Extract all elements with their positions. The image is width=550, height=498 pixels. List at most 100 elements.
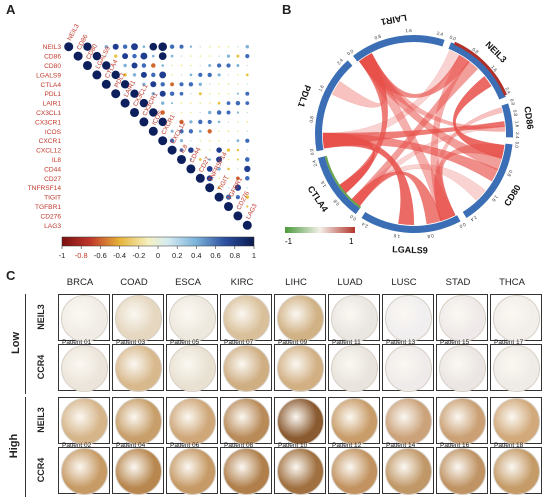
corr-cell (169, 138, 175, 143)
corr-cell (158, 42, 167, 51)
corr-cell (236, 139, 240, 143)
corr-cell (180, 102, 183, 104)
corr-cell (104, 44, 109, 49)
ring-segment (448, 42, 506, 100)
patient-label: Patient 10 (278, 442, 308, 449)
corr-cell (236, 158, 239, 161)
corr-cell (208, 149, 211, 151)
corr-cell (124, 92, 126, 95)
corr-cell (179, 148, 184, 152)
cancer-label: COAD (120, 277, 148, 288)
corr-cell (120, 80, 130, 89)
corr-cell (105, 74, 108, 76)
tissue-core (439, 448, 486, 495)
tissue-core (385, 345, 432, 392)
corr-cell (227, 139, 230, 142)
tissue-core (385, 295, 432, 342)
svg-text:0.0: 0.0 (458, 222, 466, 230)
patient-label: Patient 05 (170, 339, 200, 346)
corr-cell (161, 64, 165, 67)
ihc-tile (220, 294, 272, 342)
corr-cell (158, 52, 167, 60)
ihc-gene-label: NEIL3 (36, 407, 46, 433)
corr-cell (171, 64, 173, 67)
group-bracket (25, 294, 26, 394)
tissue-core (277, 295, 324, 342)
corr-cell (151, 54, 155, 58)
panel-b-letter: B (282, 2, 292, 17)
ihc-tile (382, 344, 434, 392)
corr-cell (199, 45, 202, 48)
colorbar-tick: -0.6 (94, 251, 107, 260)
svg-text:0.8: 0.8 (506, 169, 513, 177)
corr-cell (195, 173, 205, 183)
corr-cell (227, 92, 230, 95)
corr-cell (160, 110, 165, 115)
corr-cell (140, 52, 148, 60)
corr-cell (171, 121, 173, 123)
corr-cell (151, 91, 156, 96)
corr-cell (96, 45, 98, 48)
corr-cell (83, 42, 92, 51)
colorbar-tick: 1 (252, 251, 256, 260)
diag-label: NEIL3 (66, 23, 81, 42)
corr-cell (143, 92, 145, 95)
ihc-tile (328, 397, 380, 445)
ihc-tile (490, 344, 542, 392)
ihc-tile (436, 397, 488, 445)
ihc-gene-label: NEIL3 (36, 304, 46, 330)
row-label: CD44 (44, 166, 61, 173)
cancer-label: STAD (445, 277, 471, 288)
ihc-tile (328, 344, 380, 392)
svg-text:0.0: 0.0 (449, 35, 457, 42)
corr-cell (179, 82, 184, 87)
patient-label: Patient 16 (440, 442, 470, 449)
corr-cell (206, 166, 213, 172)
svg-text:0.8: 0.8 (332, 198, 340, 206)
corr-cell (141, 63, 147, 68)
row-label: TGFBR1 (35, 204, 61, 211)
corr-cell (149, 108, 158, 117)
ihc-tile (58, 344, 110, 392)
corr-cell (218, 45, 220, 48)
ring-segment (317, 156, 360, 215)
corr-cell (226, 148, 231, 152)
patient-label: Patient 18 (494, 442, 524, 449)
corr-cell (199, 64, 202, 67)
cancer-label: BRCA (66, 277, 94, 288)
corr-cell (245, 138, 250, 143)
corr-cell (246, 130, 249, 133)
corr-cell (120, 98, 130, 108)
corr-cell (236, 54, 240, 58)
corr-cell (226, 110, 231, 115)
corr-cell (207, 72, 212, 78)
corr-cell (207, 110, 212, 115)
corr-cell (190, 111, 192, 114)
corr-cell (216, 156, 223, 163)
corr-cell (217, 73, 221, 77)
patient-label: Patient 11 (332, 339, 361, 346)
corr-cell (179, 139, 184, 143)
tissue-core (169, 398, 216, 445)
chord-gene-label: LAIR1 (380, 13, 407, 27)
tissue-core (115, 295, 162, 342)
chord-gene-label: CD80 (502, 183, 523, 208)
corr-cell (158, 136, 168, 146)
ihc-gene-label: CCR4 (36, 354, 46, 380)
corr-cell (160, 82, 165, 87)
corr-cell (114, 83, 117, 86)
corr-cell (158, 117, 167, 127)
corr-cell (129, 107, 140, 118)
row-label: LAIR1 (43, 101, 62, 108)
corr-cell (207, 119, 212, 124)
corr-cell (169, 44, 175, 49)
corr-cell (102, 61, 111, 70)
corr-cell (180, 55, 183, 57)
corr-cell (208, 45, 211, 48)
chord-gene-label: NEIL3 (483, 39, 508, 64)
colorbar-tick: 0.8 (230, 251, 240, 260)
ihc-tile (166, 294, 218, 342)
colorbar-tick: 0.6 (210, 251, 220, 260)
corr-cell (208, 83, 211, 86)
svg-text:1.6: 1.6 (514, 121, 520, 128)
